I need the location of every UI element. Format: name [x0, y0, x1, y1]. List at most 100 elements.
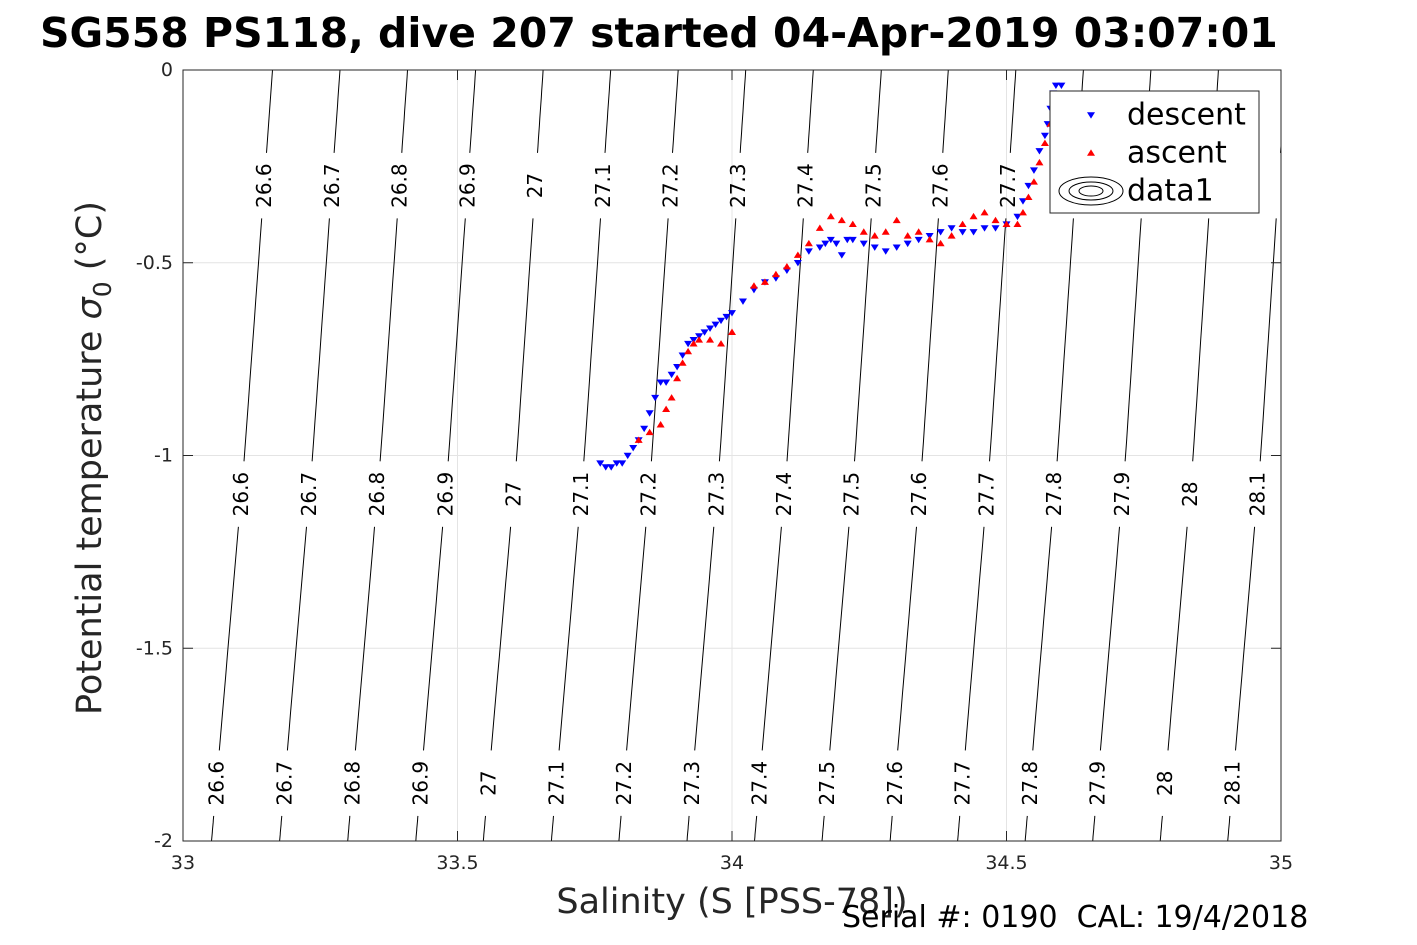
legend-contour-ring — [1058, 176, 1124, 206]
descent-point — [656, 379, 665, 386]
isopycnal-label: 27.9 — [1086, 761, 1110, 806]
isopycnal-line — [1009, 69, 1017, 153]
isopycnal-line — [415, 815, 419, 842]
ascent-point — [695, 336, 704, 343]
isopycnal-line — [279, 815, 283, 842]
descent-point — [914, 236, 923, 244]
descent-point — [612, 460, 621, 467]
descent-point — [684, 340, 693, 348]
legend-label-descent: descent — [1127, 98, 1246, 133]
isopycnal-label: 27.2 — [612, 761, 636, 806]
isopycnal-line — [650, 218, 669, 462]
isopycnal-line — [618, 815, 622, 842]
descent-point — [815, 244, 824, 251]
isopycnal-line — [739, 69, 747, 153]
legend-label-ascent: ascent — [1127, 136, 1227, 171]
y-tick-label: -1 — [154, 445, 173, 467]
isopycnal-label: 27.1 — [591, 163, 615, 208]
isopycnal-line — [754, 815, 758, 842]
isopycnal-line — [1056, 218, 1074, 462]
descent-point — [804, 248, 813, 255]
x-tick-label: 34 — [720, 852, 744, 874]
x-tick-label: 35 — [1269, 852, 1293, 874]
descent-point — [826, 236, 835, 244]
isopycnal-label: 27.5 — [815, 761, 839, 806]
isopycnal-label: 27.1 — [544, 761, 568, 806]
ticks — [182, 69, 1282, 842]
isopycnal-label: 26.8 — [365, 472, 389, 517]
legend-label-data1: data1 — [1127, 174, 1214, 209]
descent-point — [1040, 132, 1049, 140]
isopycnal-label: 27.2 — [637, 472, 661, 517]
x-tick-label: 33 — [171, 852, 195, 874]
calibration-date: CAL: 19/4/2018 — [1076, 900, 1309, 935]
descent-point — [623, 452, 632, 460]
isopycnal-line — [604, 69, 612, 153]
ascent-point — [706, 336, 715, 343]
isopycnal-label: 27.2 — [658, 163, 682, 208]
legend-box — [1049, 90, 1260, 214]
footer-serial-cal: Serial #: 0190 CAL: 19/4/2018 — [842, 898, 1308, 938]
ascent-point — [678, 359, 687, 366]
isopycnal-label: 27.9 — [1110, 472, 1134, 517]
isopycnal-line — [897, 526, 917, 751]
ascent-point — [848, 220, 857, 227]
ascent-point — [1024, 193, 1033, 201]
isopycnal-line — [989, 218, 1007, 462]
isopycnal-label: 27.6 — [883, 761, 907, 806]
ascent-point — [689, 340, 698, 347]
isopycnal-line — [626, 526, 647, 751]
descent-point — [738, 298, 747, 305]
isopycnal-label: 27.7 — [950, 761, 974, 806]
isopycnal-label: 26.6 — [204, 761, 228, 806]
x-tick-label: 33.5 — [436, 852, 478, 874]
isopycnal-label: 26.9 — [456, 163, 480, 208]
isopycnal-label: 26.7 — [320, 163, 344, 208]
ascent-point — [1013, 220, 1022, 227]
isopycnal-label: 27.3 — [680, 761, 704, 806]
isopycnal-line — [311, 218, 330, 462]
descent-point — [662, 379, 671, 386]
ascent-point — [837, 216, 846, 224]
descent-point — [947, 225, 956, 232]
isopycnal-line — [537, 69, 544, 153]
ascent-point — [1018, 209, 1027, 216]
y-tick-label: -0.5 — [136, 252, 173, 274]
descent-point — [651, 394, 660, 402]
ascent-point — [667, 394, 676, 401]
isopycnal-line — [1227, 815, 1231, 842]
descent-point — [870, 244, 879, 251]
ascent-point — [645, 428, 654, 436]
legend-marker-descent — [1087, 112, 1095, 119]
ascent-point — [760, 278, 769, 285]
descent-point — [722, 313, 731, 321]
ascent-point — [793, 251, 802, 258]
isopycnal-line — [942, 69, 949, 153]
descent-point — [1035, 148, 1044, 155]
isopycnal-line — [694, 526, 715, 751]
ascent-point — [958, 220, 967, 227]
isopycnal-line — [447, 218, 466, 462]
ascent-point — [804, 239, 813, 247]
isopycnal-label: 28.1 — [1245, 472, 1269, 517]
descent-point — [1029, 167, 1038, 174]
ascent-point — [782, 263, 791, 270]
isopycnal-label: 27.4 — [772, 472, 796, 517]
isopycnal-label: 28 — [1178, 481, 1202, 506]
isopycnal-line — [583, 218, 601, 462]
isopycnal-label: 27.8 — [1018, 761, 1042, 806]
ascent-point — [925, 236, 934, 243]
descent-point — [936, 229, 945, 236]
descent-point — [832, 240, 841, 248]
isopycnal-label: 26.7 — [273, 761, 297, 806]
descent-point — [728, 310, 736, 317]
isopycnal-line — [1192, 218, 1210, 462]
isopycnal-contours — [211, 69, 1282, 842]
isopycnal-line — [1099, 526, 1120, 751]
isopycnal-label: 27.1 — [569, 472, 593, 517]
descent-point — [1051, 82, 1060, 90]
descent-point — [1057, 82, 1066, 90]
descent-point — [645, 410, 654, 417]
isopycnal-line — [807, 69, 814, 153]
